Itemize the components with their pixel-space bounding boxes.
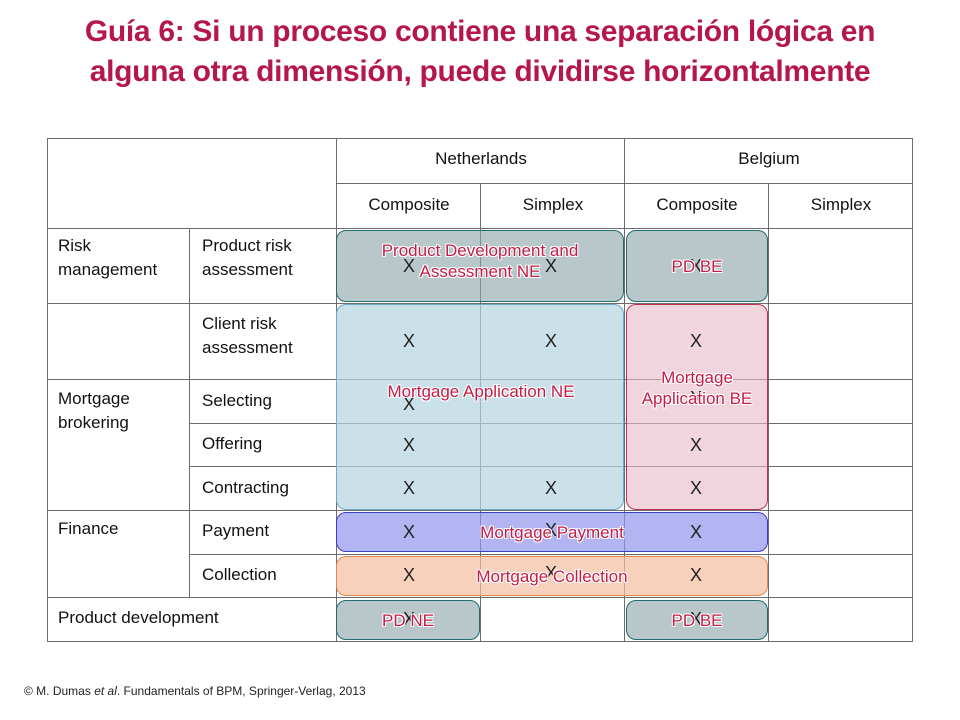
label-mortgage-application-be: Mortgage Application BE bbox=[641, 368, 753, 408]
label-pd-ne: PD NE bbox=[382, 611, 434, 630]
mark-contracting-be-composite: X bbox=[689, 478, 702, 498]
row-collection: Collection bbox=[202, 565, 277, 584]
mortgage-application-be-shape bbox=[626, 304, 768, 510]
pd-ne-shape bbox=[336, 600, 480, 640]
table-line bbox=[624, 138, 625, 642]
header-belgium: Belgium bbox=[738, 149, 800, 168]
mark-selecting-be-composite: X bbox=[689, 388, 702, 408]
title-line-2: alguna otra dimensión, puede dividirse h… bbox=[89, 55, 871, 88]
table-border-top bbox=[47, 138, 913, 139]
group-risk-management: Risk management bbox=[58, 236, 158, 279]
mark-collection-nl-simplex: X bbox=[544, 563, 557, 583]
mark-product-risk-be-composite: X bbox=[689, 256, 702, 276]
mark-contracting-nl-simplex: X bbox=[544, 478, 557, 498]
product-development-ne-shape bbox=[336, 230, 624, 302]
mark-product-dev-nl-composite: X bbox=[402, 609, 415, 629]
group-mortgage-brokering: Mortgage brokering bbox=[58, 389, 130, 432]
subheader-nl-simplex: Simplex bbox=[522, 195, 584, 214]
mark-collection-nl-composite: X bbox=[402, 565, 415, 585]
subheader-nl-composite: Composite bbox=[368, 195, 450, 214]
footer-prefix: © M. Dumas bbox=[24, 684, 95, 698]
table-line bbox=[189, 228, 190, 597]
copyright-footer: © M. Dumas et al. Fundamentals of BPM, S… bbox=[24, 684, 366, 698]
mark-selecting-nl-composite: X bbox=[402, 394, 415, 414]
mark-client-risk-nl-simplex: X bbox=[544, 331, 557, 351]
mark-offering-be-composite: X bbox=[689, 435, 702, 455]
row-contracting: Contracting bbox=[202, 478, 289, 497]
table-line bbox=[768, 183, 769, 642]
mark-client-risk-be-composite: X bbox=[689, 331, 702, 351]
mark-payment-be-composite: X bbox=[689, 522, 702, 542]
footer-italic: et al bbox=[94, 684, 117, 698]
row-product-risk-assessment: Product risk assessment bbox=[202, 236, 293, 279]
label-pd-be-bottom: PD BE bbox=[671, 611, 723, 630]
mark-product-dev-be-composite: X bbox=[689, 609, 702, 629]
page-title: Guía 6: Si un proceso contiene una separ… bbox=[0, 12, 960, 92]
header-netherlands: Netherlands bbox=[435, 149, 527, 168]
mortgage-application-ne-shape bbox=[336, 304, 624, 510]
group-product-development: Product development bbox=[58, 608, 219, 627]
row-payment: Payment bbox=[202, 521, 270, 540]
row-offering: Offering bbox=[202, 434, 263, 453]
pd-be-bottom-shape bbox=[626, 600, 768, 640]
label-mortgage-application-ne: Mortgage Application NE bbox=[387, 382, 575, 401]
mark-payment-nl-simplex: X bbox=[544, 520, 557, 540]
title-line-1: Guía 6: Si un proceso contiene una separ… bbox=[84, 15, 876, 48]
label-mortgage-collection: Mortgage Collection bbox=[476, 567, 628, 586]
mark-payment-nl-composite: X bbox=[402, 522, 415, 542]
pd-be-top-shape bbox=[626, 230, 768, 302]
table-line bbox=[189, 554, 913, 555]
mark-client-risk-nl-composite: X bbox=[402, 331, 415, 351]
mortgage-collection-shape bbox=[336, 556, 768, 596]
table-border-right bbox=[912, 138, 913, 642]
table-border-left bbox=[47, 138, 48, 642]
label-product-development-ne: Product Development and Assessment NE bbox=[381, 241, 579, 281]
mark-contracting-nl-composite: X bbox=[402, 478, 415, 498]
mark-product-risk-nl-simplex: X bbox=[544, 256, 557, 276]
row-client-risk-assessment: Client risk assessment bbox=[202, 314, 293, 357]
mark-offering-nl-composite: X bbox=[402, 435, 415, 455]
row-selecting: Selecting bbox=[202, 391, 272, 410]
mark-product-risk-nl-composite: X bbox=[402, 256, 415, 276]
label-pd-be-top: PD BE bbox=[671, 257, 723, 276]
mark-collection-be-composite: X bbox=[689, 565, 702, 585]
subheader-be-composite: Composite bbox=[656, 195, 738, 214]
mortgage-payment-shape bbox=[336, 512, 768, 552]
group-finance: Finance bbox=[58, 519, 119, 538]
footer-suffix: . Fundamentals of BPM, Springer-Verlag, … bbox=[116, 684, 366, 698]
subheader-be-simplex: Simplex bbox=[810, 195, 872, 214]
label-mortgage-payment: Mortgage Payment bbox=[480, 523, 624, 542]
